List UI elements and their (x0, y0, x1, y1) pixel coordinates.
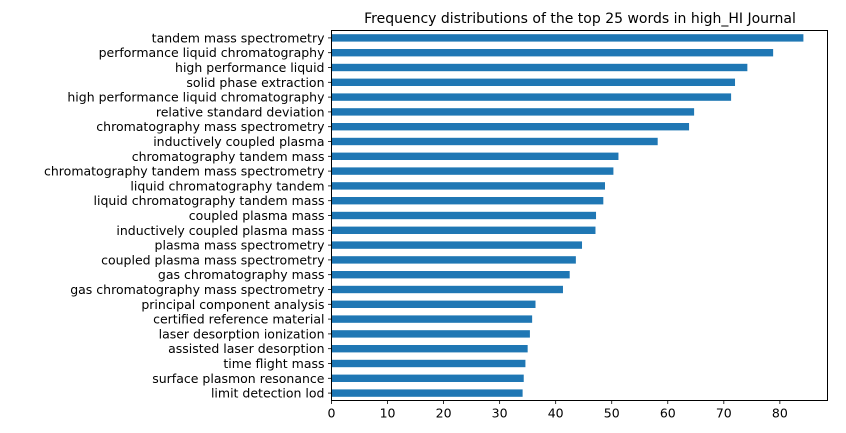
bar (332, 123, 690, 130)
x-tick-label: 50 (604, 406, 620, 421)
bar (332, 345, 528, 352)
category-label: performance liquid chromatography (99, 45, 325, 60)
category-label: inductively coupled plasma (153, 134, 324, 149)
x-tick-label: 10 (380, 406, 396, 421)
category-label: gas chromatography mass (158, 267, 325, 282)
bar (332, 212, 597, 219)
bar (332, 360, 526, 367)
category-label: assisted laser desorption (168, 341, 324, 356)
bar (332, 197, 604, 204)
bar (332, 138, 658, 145)
x-tick-label: 70 (716, 406, 732, 421)
bar (332, 153, 619, 160)
category-label: limit detection lod (211, 386, 325, 401)
bar (332, 182, 606, 189)
category-label: coupled plasma mass spectrometry (101, 252, 325, 267)
x-axis-ticks: 0 10 20 30 40 50 60 70 80 (328, 401, 788, 421)
category-label: liquid chromatography tandem (130, 178, 324, 193)
bar (332, 93, 732, 100)
bars-group (332, 34, 804, 397)
x-tick-label: 30 (492, 406, 508, 421)
bar (332, 271, 570, 278)
x-tick-label: 80 (772, 406, 788, 421)
chart-title: Frequency distributions of the top 25 wo… (364, 11, 796, 27)
x-tick-label: 0 (328, 406, 336, 421)
bar (332, 301, 536, 308)
category-label: time flight mass (223, 356, 324, 371)
x-tick-label: 20 (436, 406, 452, 421)
category-label: liquid chromatography tandem mass (94, 193, 325, 208)
category-label: gas chromatography mass spectrometry (70, 282, 325, 297)
category-label: chromatography tandem mass spectrometry (44, 164, 325, 179)
bar (332, 49, 774, 56)
bar (332, 79, 736, 86)
bar (332, 241, 583, 248)
category-label: chromatography mass spectrometry (96, 119, 325, 134)
bar (332, 315, 533, 322)
category-label: relative standard deviation (156, 104, 325, 119)
x-tick-label: 60 (660, 406, 676, 421)
category-label: surface plasmon resonance (152, 371, 325, 386)
category-label: chromatography tandem mass (132, 149, 325, 164)
category-label: solid phase extraction (186, 75, 324, 90)
category-label: laser desorption ionization (159, 326, 325, 341)
category-label: coupled plasma mass (189, 208, 325, 223)
bar (332, 256, 576, 263)
bar (332, 108, 695, 115)
bar (332, 389, 523, 396)
category-label: tandem mass spectrometry (152, 30, 325, 45)
category-label: certified reference material (153, 312, 324, 327)
bar (332, 34, 804, 41)
category-label: inductively coupled plasma mass (116, 223, 324, 238)
category-label: plasma mass spectrometry (155, 238, 326, 253)
bar (332, 167, 614, 174)
bar (332, 227, 596, 234)
category-label: principal component analysis (141, 297, 324, 312)
bar (332, 64, 748, 71)
x-tick-label: 40 (548, 406, 564, 421)
bar (332, 375, 524, 382)
category-label: high performance liquid (175, 60, 324, 75)
bar (332, 330, 530, 337)
bar (332, 286, 563, 293)
category-label: high performance liquid chromatography (67, 90, 325, 105)
